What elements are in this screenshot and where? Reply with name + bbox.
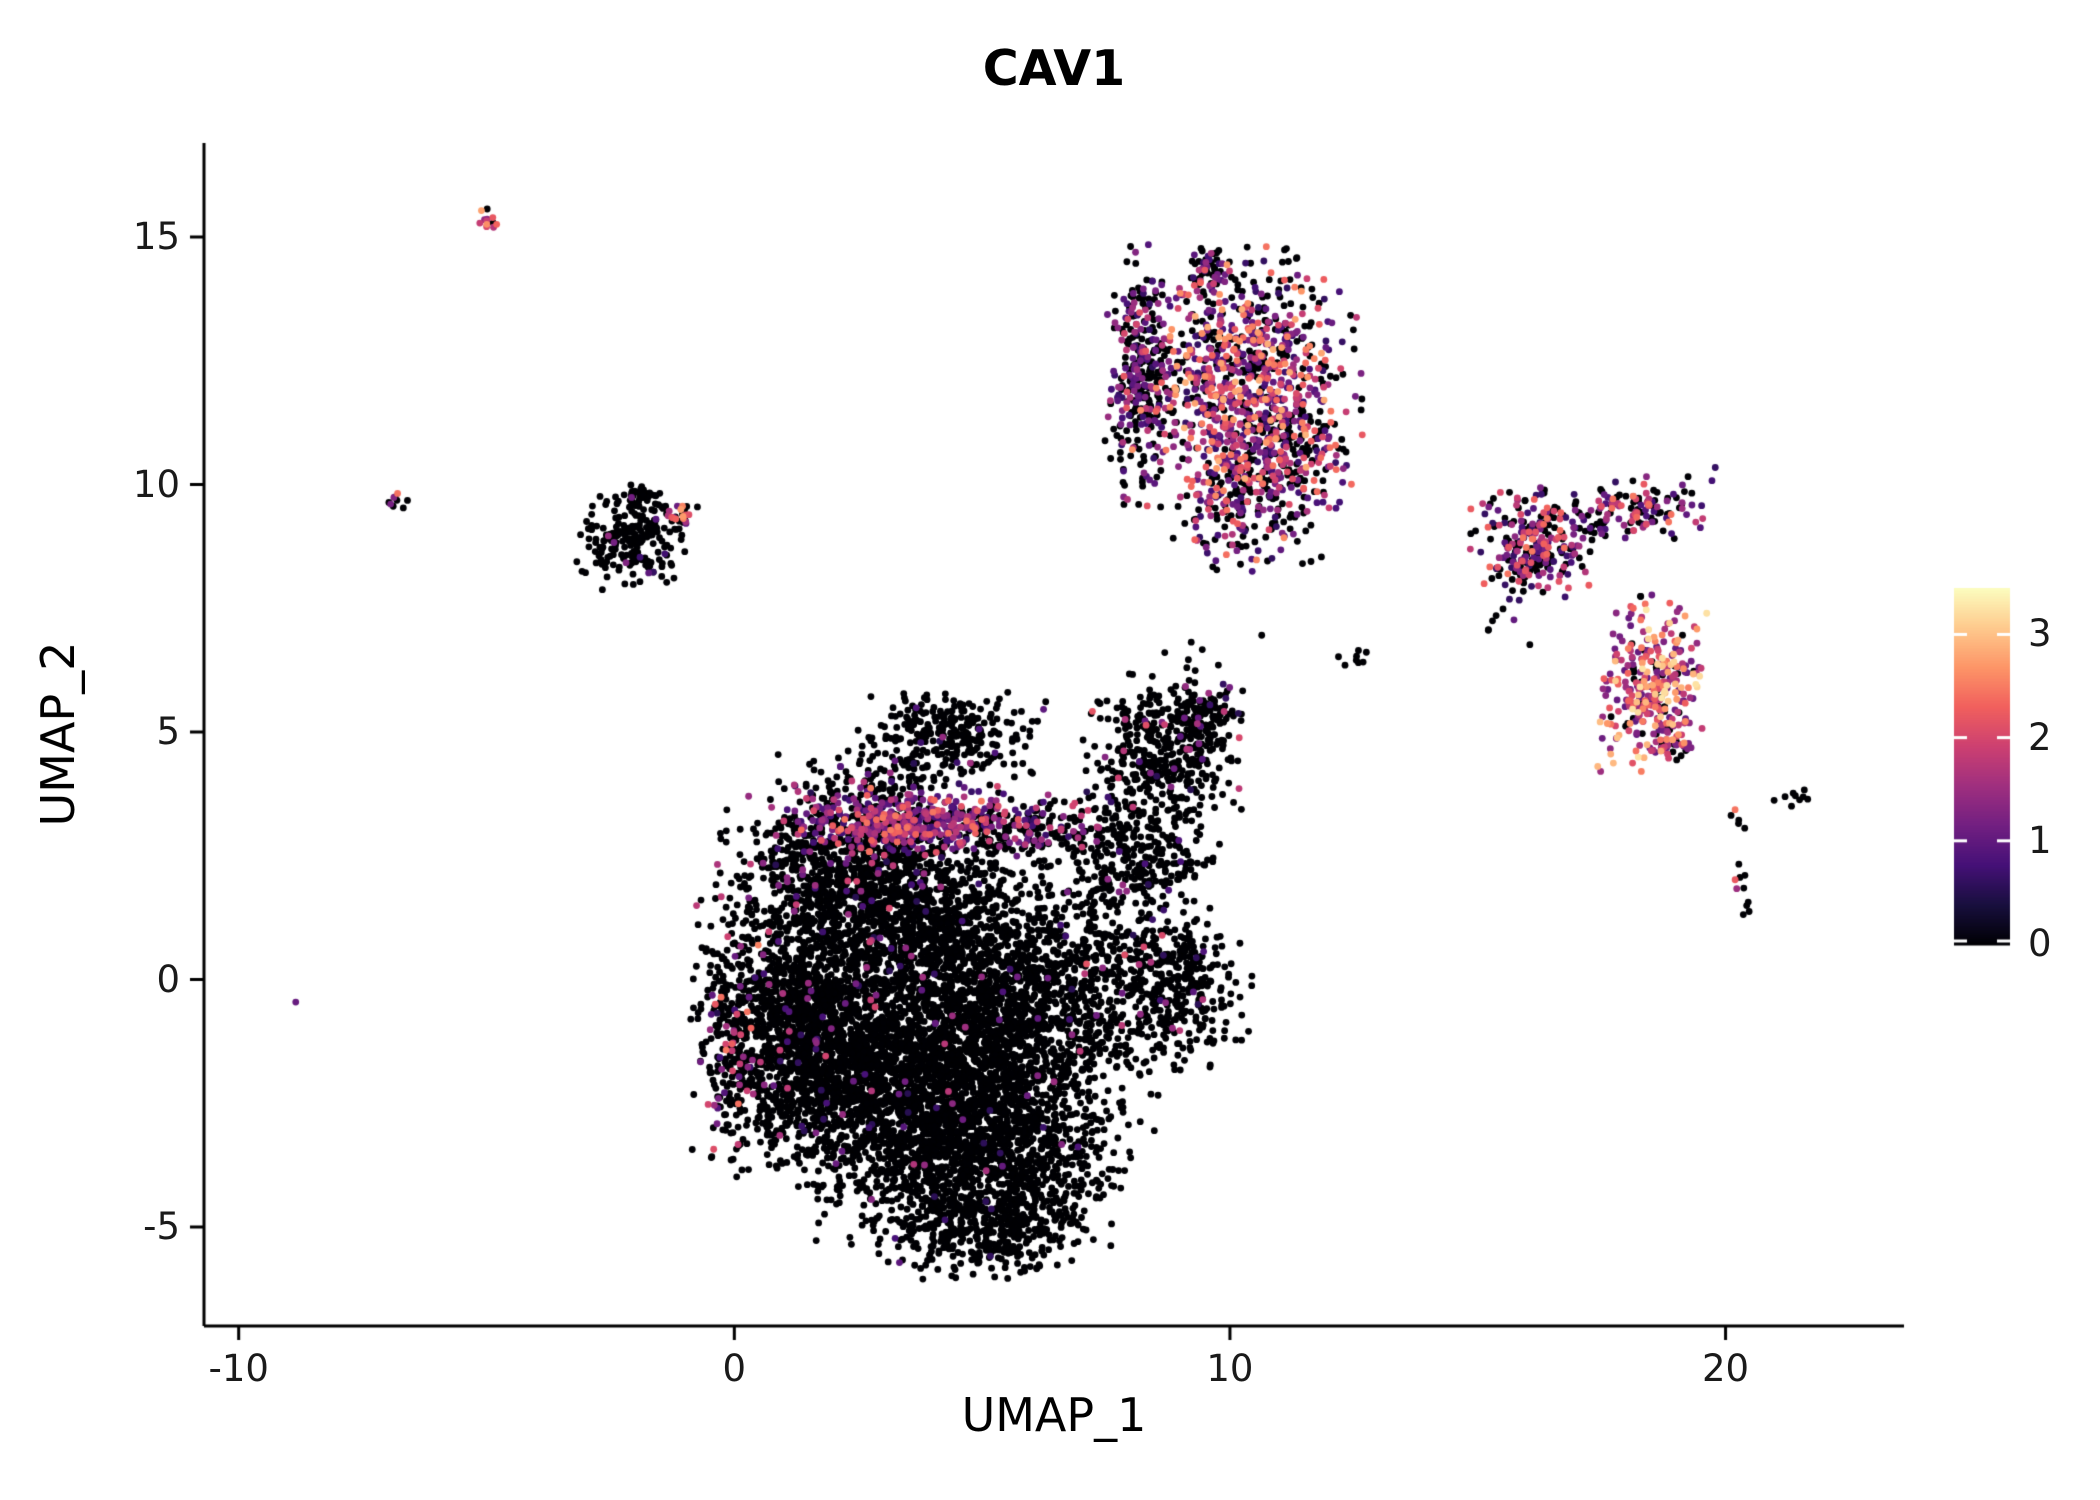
y-tick-label: 5 [156,710,180,754]
x-tick-label: 20 [1702,1347,1750,1390]
x-tick-label: -10 [208,1347,269,1390]
y-axis-label: UMAP_2 [31,641,85,827]
y-tick-label: 0 [156,957,180,1001]
y-tick-label: -5 [143,1205,180,1248]
y-tick-label: 10 [132,462,180,506]
colorbar-tick-label: 1 [2028,818,2052,862]
x-tick-label: 10 [1206,1347,1254,1390]
colorbar-tick-label: 2 [2028,715,2052,759]
chart-title: CAV1 [982,40,1126,97]
x-axis-label: UMAP_1 [961,1388,1147,1442]
x-tick-label: 0 [722,1347,747,1390]
colorbar-tick-label: 3 [2028,612,2052,656]
colorbar-tick-label: 0 [2028,922,2052,965]
y-tick-label: 15 [132,215,180,259]
